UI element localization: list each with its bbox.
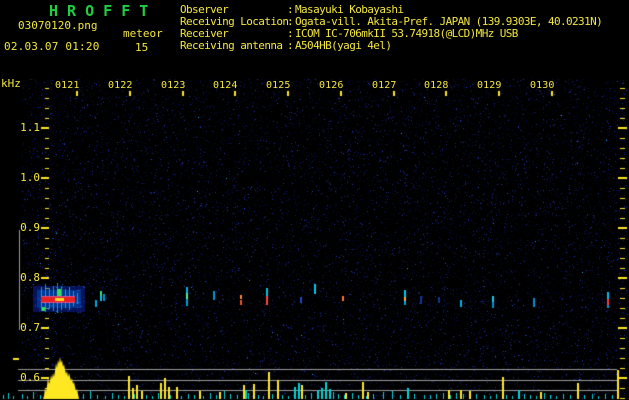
app-title: H R O F F T — [49, 2, 149, 20]
datetime-label: 02.03.07 01:20 — [4, 40, 100, 53]
info-colon: : — [287, 15, 294, 28]
time-tick-label: 0126 — [319, 80, 344, 91]
time-tick-label: 0130 — [530, 80, 555, 91]
info-label: Receiving Location — [180, 15, 289, 28]
info-row-receiver: Receiver: ICOM IC-706mkII 53.74918(@LCD)M… — [180, 28, 602, 40]
info-value: ICOM IC-706mkII 53.74918(@LCD)MHz USB — [295, 27, 518, 40]
time-tick-label: 0128 — [424, 80, 449, 91]
info-colon: : — [287, 3, 294, 16]
freq-tick-label: 0.6 — [20, 371, 40, 384]
info-label: Receiving antenna — [180, 39, 283, 52]
time-tick-label: 0125 — [266, 80, 291, 91]
info-value: Ogata-vill. Akita-Pref. JAPAN (139.9303E… — [295, 15, 603, 28]
info-label: Observer — [180, 3, 229, 16]
output-filename: 03070120.png — [18, 19, 98, 32]
meteor-count: 15 — [135, 41, 149, 54]
info-colon: : — [287, 39, 294, 52]
station-info: Observer: Masayuki Kobayashi Receiving Lo… — [180, 4, 603, 52]
time-tick-label: 0129 — [477, 80, 502, 91]
freq-tick-label: 1.0 — [20, 171, 40, 184]
time-tick-label: 0122 — [108, 80, 133, 91]
info-label: Receiver — [180, 27, 229, 40]
freq-tick-label: 0.9 — [20, 221, 40, 234]
time-tick-label: 0123 — [161, 80, 186, 91]
info-row-antenna: Receiving antenna: A504HB(yagi 4el) — [180, 40, 602, 52]
time-tick-label: 0121 — [55, 80, 80, 91]
info-row-location: Receiving Location: Ogata-vill. Akita-Pre… — [180, 15, 603, 28]
freq-tick-label: 0.8 — [20, 271, 40, 284]
info-row-observer: Observer: Masayuki Kobayashi — [180, 4, 602, 16]
time-tick-label: 0124 — [213, 80, 238, 91]
mode-label: meteor — [123, 27, 163, 40]
time-tick-label: 0127 — [372, 80, 397, 91]
freq-tick-label: 1.1 — [20, 121, 40, 134]
freq-axis-unit: kHz — [1, 77, 21, 90]
freq-tick-label: 0.7 — [20, 321, 40, 334]
info-value: A504HB(yagi 4el) — [295, 39, 392, 52]
info-value: Masayuki Kobayashi — [295, 3, 404, 16]
info-colon: : — [287, 27, 294, 40]
